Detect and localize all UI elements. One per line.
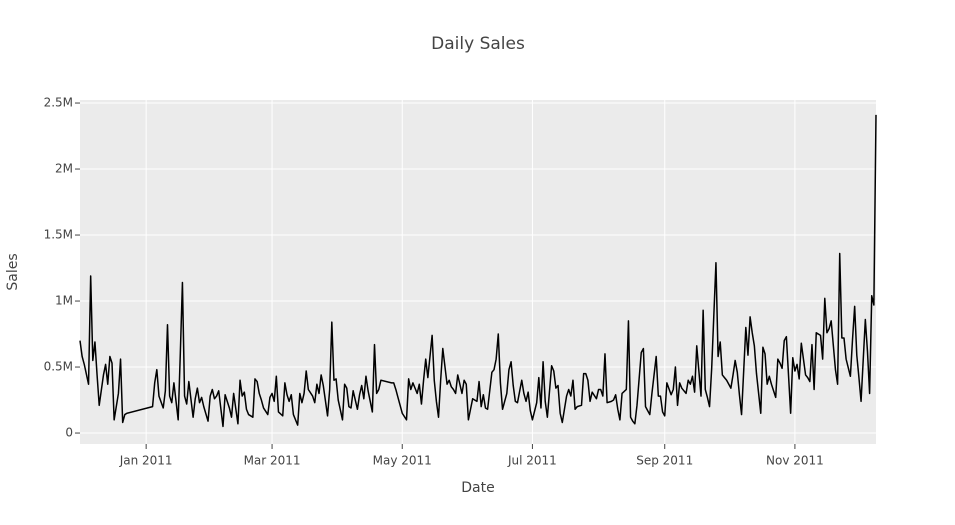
x-tick-label: May 2011 [373,454,432,468]
y-tick-label: 0 [65,426,73,440]
x-tick-label: Nov 2011 [766,454,824,468]
y-tick-label: 2.5M [44,96,73,110]
y-tick-label: 1.5M [44,228,73,242]
y-tick-label: 1M [55,294,73,308]
x-tick-label: Mar 2011 [244,454,301,468]
y-axis-title: Sales [5,253,21,290]
y-tick-label: 2M [55,162,73,176]
x-axis-title: Date [461,480,494,496]
x-tick-label: Jan 2011 [119,454,173,468]
chart-title: Daily Sales [431,34,525,54]
sales-line [79,114,877,428]
x-tick-label: Jul 2011 [507,454,557,468]
y-tick-label: 0.5M [44,360,73,374]
x-tick-label: Sep 2011 [636,454,693,468]
